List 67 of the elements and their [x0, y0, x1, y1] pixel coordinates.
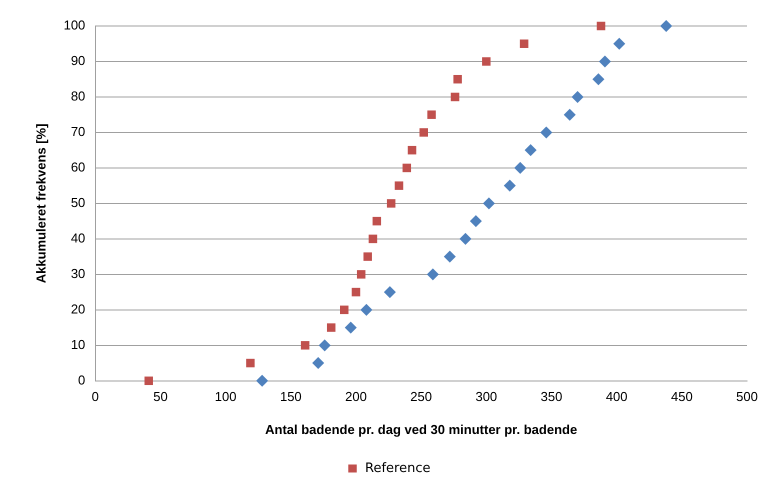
- point: [482, 57, 491, 66]
- point: [352, 288, 360, 296]
- point: [660, 20, 672, 32]
- point: [613, 38, 626, 50]
- y-tick-label: 50: [70, 194, 86, 210]
- point: [344, 322, 357, 334]
- y-tick-label: 0: [78, 372, 86, 388]
- y-tick-label: 60: [70, 160, 86, 174]
- point: [356, 270, 366, 279]
- x-axis-title: Antal badende pr. dag ved 30 minutter pr. badende: [265, 422, 578, 437]
- point: [520, 40, 528, 48]
- y-tick-label: 90: [70, 53, 86, 68]
- point: [312, 357, 324, 370]
- point: [246, 358, 255, 368]
- point: [368, 234, 378, 244]
- point: [144, 376, 153, 386]
- x-tick-label: 300: [475, 389, 498, 404]
- point: [372, 216, 382, 226]
- point: [326, 323, 336, 332]
- point: [363, 252, 372, 261]
- x-tick-label: 450: [670, 389, 693, 404]
- point: [384, 286, 396, 298]
- point: [256, 374, 268, 387]
- x-tick-label: 100: [214, 389, 236, 404]
- legend-label: Reference: [365, 460, 430, 476]
- x-tick-label: 150: [280, 389, 302, 404]
- point: [540, 126, 552, 138]
- y-tick-label: 70: [70, 124, 86, 140]
- x-tick-label: 0: [92, 389, 99, 404]
- point: [596, 22, 606, 30]
- point: [408, 146, 416, 154]
- y-tick-label: 20: [70, 301, 86, 316]
- y-tick-label: 30: [70, 266, 86, 281]
- point: [386, 199, 396, 208]
- point: [444, 250, 456, 263]
- point: [482, 197, 495, 210]
- x-tick-label: 200: [345, 389, 367, 404]
- point: [300, 341, 310, 350]
- point: [420, 128, 428, 137]
- point: [402, 164, 412, 172]
- point: [514, 162, 526, 174]
- x-tick-label: 50: [153, 389, 168, 404]
- y-tick-label: 100: [64, 18, 86, 33]
- point: [459, 232, 472, 245]
- y-tick-label: 40: [70, 230, 86, 246]
- point: [572, 90, 584, 103]
- x-tick-label: 250: [410, 389, 432, 404]
- y-axis-title: Akkumuleret frekvens [%]: [33, 124, 48, 284]
- point: [340, 306, 348, 314]
- point: [394, 181, 404, 190]
- x-tick-label: 500: [736, 389, 758, 404]
- point: [524, 144, 537, 156]
- x-tick-label: 350: [540, 389, 562, 404]
- point: [450, 92, 460, 102]
- point: [318, 339, 331, 352]
- point: [592, 73, 604, 86]
- point: [426, 268, 439, 280]
- y-tick-label: 10: [70, 336, 86, 352]
- point: [427, 110, 436, 119]
- point: [598, 55, 611, 68]
- y-tick-label: 80: [70, 88, 86, 104]
- x-tick-label: 400: [606, 389, 628, 404]
- point: [504, 180, 516, 192]
- point: [453, 74, 462, 84]
- point: [470, 215, 482, 228]
- point: [360, 304, 372, 316]
- point: [564, 108, 576, 121]
